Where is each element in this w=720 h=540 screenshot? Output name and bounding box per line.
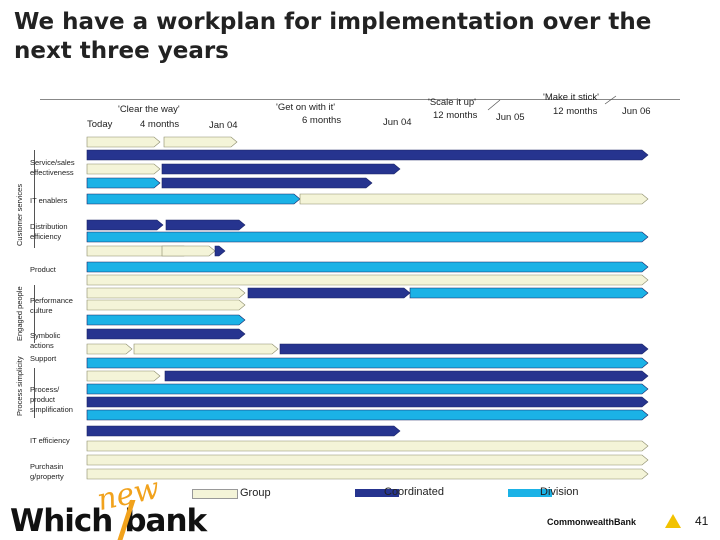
row-label-purchasing: Purchasin g/property: [30, 462, 64, 481]
timeline-bar-0: [86, 136, 161, 148]
timeline-bar-3: [86, 163, 161, 175]
timeline-bar-33: [86, 440, 649, 452]
brand-logo: Which bank: [10, 503, 207, 539]
timeline-bar-17: [86, 287, 246, 299]
phase3-name: 'Scale it up': [428, 97, 476, 108]
jun05-label: Jun 05: [496, 112, 525, 123]
timeline-bar-4: [161, 163, 401, 175]
timeline-bar-10: [165, 219, 246, 231]
phase2-name: 'Get on with it': [276, 102, 336, 113]
timeline-bar-31: [86, 409, 649, 421]
timeline-bar-1: [163, 136, 238, 148]
timeline-bar-29: [86, 383, 649, 395]
timeline-bar-23: [86, 343, 133, 355]
timeline-bar-22: [86, 328, 246, 340]
timeline-bar-28: [164, 370, 649, 382]
timeline-bar-8: [299, 193, 649, 205]
phase4-duration: 12 months: [553, 106, 598, 117]
timeline-bar-16: [86, 274, 649, 286]
page-number: 41: [695, 514, 709, 528]
phase3-duration: 12 months: [433, 110, 478, 121]
legend-swatch-group: [192, 489, 238, 499]
cba-logo-icon: [665, 514, 681, 528]
timeline-bar-14: [214, 245, 226, 257]
timeline-bar-11: [86, 231, 649, 243]
phase-tick-1: [604, 95, 617, 105]
group-customer-bracket: [34, 150, 35, 248]
brand-bank: bank: [124, 503, 207, 539]
timeline-bar-35: [86, 468, 649, 480]
timeline-bar-7: [86, 193, 301, 205]
timeline-bar-13: [161, 245, 216, 257]
timeline-bar-5: [86, 177, 161, 189]
phase1-duration: 4 months: [140, 119, 180, 130]
cba-wordmark: CommonwealthBank: [547, 517, 637, 527]
row-label-distribution: Distribution efficiency: [30, 222, 68, 241]
timeline-bar-34: [86, 454, 649, 466]
timeline-bar-26: [86, 357, 649, 369]
timeline-bar-6: [161, 177, 373, 189]
row-label-support: Support: [30, 354, 57, 363]
today-label: Today: [87, 119, 113, 130]
timeline-bar-27: [86, 370, 161, 382]
row-label-it-enablers: IT enablers: [30, 196, 68, 205]
jan04-label: Jan 04: [209, 120, 238, 131]
timeline-bar-15: [86, 261, 649, 273]
timeline-bar-30: [86, 396, 649, 408]
phase2-duration: 6 months: [302, 115, 342, 126]
phase-tick-0: [487, 99, 501, 111]
row-label-service: Service/sales effectiveness: [30, 158, 75, 177]
timeline-bar-18: [86, 299, 246, 311]
row-label-performance: Performance culture: [30, 296, 73, 315]
row-label-it-efficiency: IT efficiency: [30, 436, 70, 445]
jun04-label: Jun 04: [383, 117, 412, 128]
row-label-process: Process/ product simplification: [30, 385, 73, 414]
phase4-name: 'Make it stick': [543, 92, 599, 103]
brand-which: Which: [10, 503, 113, 539]
row-label-product: Product: [30, 265, 56, 274]
legend-swatch-division: [508, 489, 552, 497]
timeline-bar-9: [86, 219, 164, 231]
timeline-bar-24: [133, 343, 279, 355]
group-people-bracket: [34, 285, 35, 343]
timeline-bar-25: [279, 343, 649, 355]
header-divider: [40, 99, 680, 100]
timeline-bar-21: [409, 287, 649, 299]
timeline-bar-19: [86, 314, 246, 326]
row-label-symbolic: Symbolic actions: [30, 331, 61, 350]
legend-coordinated-label: Coordinated: [384, 486, 444, 498]
legend-division-label: Division: [540, 486, 579, 498]
legend-swatch-coordinated: [355, 489, 399, 497]
timeline-bar-2: [86, 149, 649, 161]
jun06-label: Jun 06: [622, 106, 651, 117]
timeline-bar-32: [86, 425, 401, 437]
timeline-bar-20: [247, 287, 411, 299]
legend-group-label: Group: [240, 487, 271, 499]
phase1-name: 'Clear the way': [118, 104, 180, 115]
group-process-bracket: [34, 368, 35, 418]
page-title: We have a workplan for implementation ov…: [14, 9, 652, 64]
